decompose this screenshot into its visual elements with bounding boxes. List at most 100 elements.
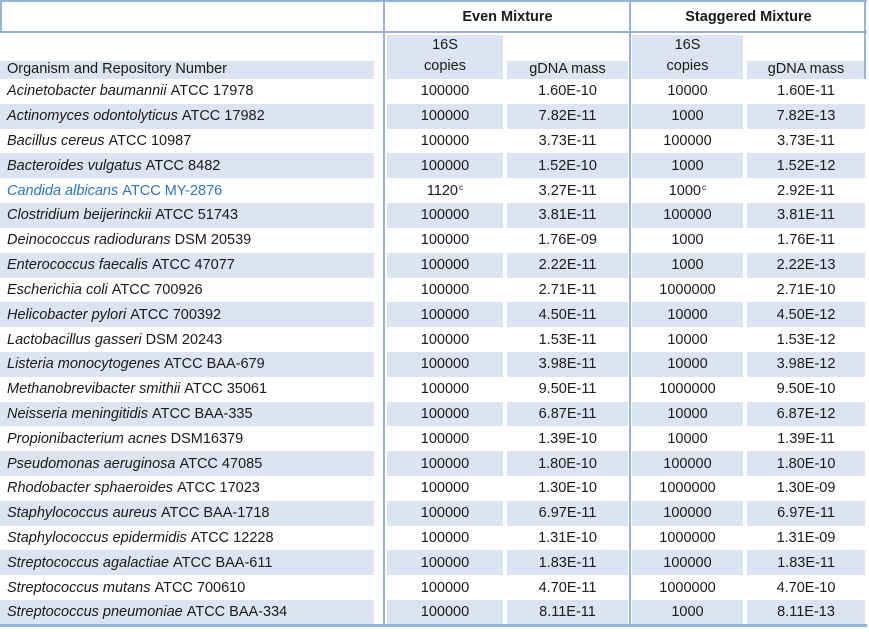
organism-cell: Neisseria meningitidis ATCC BAA-335 [0, 401, 374, 427]
staggered-gdna-mass-cell: 1.52E-12 [747, 153, 865, 179]
even-16s-copies-cell: 1120 c [426, 181, 464, 199]
even-16s-copies-cell: 100000 [387, 252, 503, 278]
organism-name: Listeria monocytogenes [7, 356, 161, 373]
even-gdna-mass-cell: 4.70E-11 [538, 579, 597, 596]
organism-name: Streptococcus agalactiae [7, 554, 170, 571]
table-row: Acinetobacter baumannii ATCC 17978 100000… [0, 79, 869, 104]
table-row: Neisseria meningitidis ATCC BAA-335 10000… [0, 401, 869, 427]
staggered-gdna-mass-cell: 4.70E-10 [776, 579, 836, 596]
table-row: Rhodobacter sphaeroides ATCC 17023 100000… [0, 476, 869, 501]
organism-cell: Streptococcus mutans ATCC 700610 [0, 575, 374, 600]
staggered-gdna-mass-cell: 3.73E-11 [777, 133, 835, 150]
repository-number: ATCC 10987 [104, 133, 192, 150]
even-16s-copies-cell: 100000 [420, 381, 470, 398]
staggered-gdna-mass-cell: 6.97E-11 [747, 500, 865, 526]
even-gdna-mass-cell: 7.82E-11 [507, 103, 628, 129]
even-gdna-mass-cell: 1.52E-10 [507, 153, 628, 179]
staggered-16s-copies-cell: 100000 [632, 550, 743, 576]
repository-number: ATCC 17023 [173, 480, 260, 497]
staggered-gdna-mass-cell: 1.60E-11 [777, 83, 835, 100]
even-16s-copies-cell: 100000 [387, 500, 503, 526]
staggered-gdna-mass-cell: 2.71E-10 [776, 281, 836, 298]
organism-name: Methanobrevibacter smithii [7, 381, 181, 398]
repository-number: DSM 20243 [141, 331, 223, 348]
even-16s-copies-cell: 100000 [420, 83, 470, 100]
even-16s-copies-cell: 100000 [387, 401, 503, 427]
even-16s-copies-cell: 100000 [420, 133, 470, 150]
staggered-gdna-mass-cell: 9.50E-10 [776, 381, 836, 398]
organism-cell: Methanobrevibacter smithii ATCC 35061 [0, 377, 374, 402]
even-gdna-mass-cell: 1.53E-11 [538, 331, 597, 348]
even-16s-copies-cell: 100000 [420, 331, 470, 348]
staggered-16s-copies-cell: 100000 [632, 451, 743, 476]
even-gdna-mass-cell: 3.98E-11 [507, 351, 628, 377]
organism-name: Pseudomonas aeruginosa [7, 455, 176, 472]
even-16s-copies-cell: 100000 [387, 203, 503, 228]
staggered-16s-copies-cell: 1000000 [659, 579, 716, 596]
even-gdna-mass-cell: 1.80E-10 [507, 451, 628, 476]
staggered-16s-copies-cell: 1000 [632, 600, 743, 625]
staggered-16s-copies-cell: 1000 [632, 103, 743, 129]
organism-name: Helicobacter pylori [7, 306, 127, 323]
organism-name: Rhodobacter sphaeroides [7, 480, 174, 497]
staggered-gdna-mass-cell: 4.50E-12 [747, 302, 865, 328]
even-16s-copies-cell: 100000 [420, 232, 470, 249]
staggered-gdna-mass-cell: 1.39E-11 [777, 430, 835, 447]
even-16s-copies-cell: 100000 [420, 530, 470, 547]
organism-name: Actinomyces odontolyticus [7, 108, 178, 125]
repository-number: ATCC MY-2876 [118, 182, 223, 199]
even-gdna-mass-cell: 1.60E-10 [538, 83, 597, 100]
table-row: Actinomyces odontolyticus ATCC 17982 1000… [0, 103, 869, 129]
even-gdna-mass-cell: 3.81E-11 [507, 203, 628, 228]
staggered-16s-copies-cell: 100000 [632, 203, 743, 228]
organism-cell: Helicobacter pylori ATCC 700392 [0, 302, 374, 328]
repository-number: ATCC 51743 [151, 207, 239, 224]
even-16s-copies-cell: 100000 [420, 579, 470, 596]
table-row: Listeria monocytogenes ATCC BAA-679 10000… [0, 351, 869, 377]
header-line-copies: copies [424, 58, 466, 74]
staggered-gdna-mass-cell: 1.31E-09 [776, 530, 836, 547]
even-gdna-mass-cell: 6.87E-11 [507, 401, 628, 427]
table-row: Bacillus cereus ATCC 10987 100000 3.73E-11… [0, 129, 869, 154]
vertical-divider-organism [383, 0, 385, 627]
even-16s-copies-cell: 100000 [387, 153, 503, 179]
staggered-gdna-mass-cell: 3.81E-11 [747, 203, 865, 228]
table-body: Acinetobacter baumannii ATCC 17978 100000… [0, 79, 869, 625]
header-line-copies: copies [666, 58, 709, 74]
staggered-16s-copies-cell: 10000 [632, 401, 743, 427]
header-divider-line [0, 31, 867, 33]
table-row: Propionibacterium acnes DSM16379 100000 1.… [0, 426, 869, 451]
repository-number: ATCC 12228 [186, 530, 274, 547]
staggered-gdna-mass-header: gDNA mass [747, 61, 865, 79]
right-border [864, 0, 866, 79]
staggered-16s-copies-cell: 10000 [632, 351, 743, 377]
staggered-16s-copies-cell: 1000 [632, 153, 743, 179]
staggered-16s-copies-cell: 100000 [663, 133, 712, 150]
even-gdna-mass-cell: 1.83E-11 [507, 550, 628, 576]
repository-number: ATCC BAA-335 [148, 405, 253, 422]
repository-number: ATCC 700610 [150, 579, 246, 596]
organism-cell: Actinomyces odontolyticus ATCC 17982 [0, 103, 374, 129]
even-gdna-mass-cell: 1.30E-10 [538, 480, 597, 497]
even-gdna-mass-cell: 9.50E-11 [538, 381, 597, 398]
table-row: Staphylococcus epidermidis ATCC 12228 100… [0, 526, 869, 551]
bottom-border [0, 624, 867, 627]
staggered-16s-copies-cell: 1000000 [659, 530, 716, 547]
organism-name: Clostridium beijerinckii [7, 207, 152, 224]
table-row: Helicobacter pylori ATCC 700392 100000 4.5… [0, 302, 869, 328]
organism-name: Bacillus cereus [7, 133, 105, 150]
organism-cell: Enterococcus faecalis ATCC 47077 [0, 252, 374, 278]
staggered-gdna-mass-cell: 1.83E-11 [747, 550, 865, 576]
staggered-16s-copies-cell: 100000 [632, 500, 743, 526]
table-row: Pseudomonas aeruginosa ATCC 47085 100000 1… [0, 451, 869, 476]
staggered-16s-copies-cell: 1000000 [659, 281, 716, 298]
even-16s-copies-cell: 100000 [387, 550, 503, 576]
repository-number: ATCC 700926 [107, 281, 203, 298]
staggered-gdna-mass-cell: 1.76E-11 [777, 232, 835, 249]
table-row: Bacteroides vulgatus ATCC 8482 100000 1.52… [0, 153, 869, 179]
table-row: Streptococcus pneumoniae ATCC BAA-334 100… [0, 600, 869, 625]
staggered-16s-copies-cell: 1000 [671, 232, 704, 249]
table-row: Streptococcus mutans ATCC 700610 100000 4.… [0, 575, 869, 600]
header-line-16s: 16S [432, 37, 458, 53]
